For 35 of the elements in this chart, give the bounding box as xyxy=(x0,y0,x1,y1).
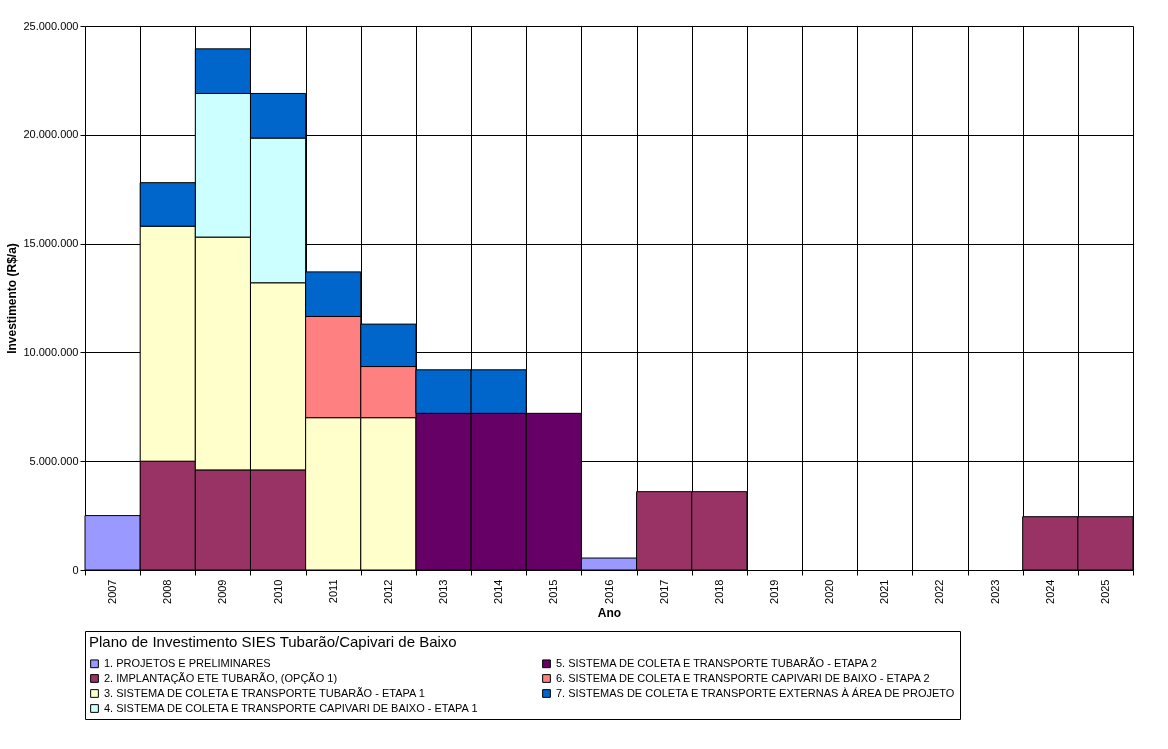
x-tick-label: 2025 xyxy=(1098,579,1111,604)
x-tick-label: 2021 xyxy=(878,579,891,604)
legend-label: 5. SISTEMA DE COLETA E TRANSPORTE TUBARÃO - ETAPA 2 xyxy=(556,656,877,669)
x-tick-label: 2020 xyxy=(823,579,836,604)
x-tick-label: 2008 xyxy=(161,579,174,604)
y-tick-label: 20.000.000 xyxy=(23,128,79,141)
x-tick-label: 2014 xyxy=(492,579,505,604)
y-tick-label: 25.000.000 xyxy=(23,19,79,32)
x-axis-title: Ano xyxy=(597,605,622,620)
legend-label: 6. SISTEMA DE COLETA E TRANSPORTE CAPIVARI DE BAIXO - ETAPA 2 xyxy=(556,671,930,684)
x-tick-label: 2024 xyxy=(1043,579,1056,604)
x-tick-label: 2009 xyxy=(216,579,229,604)
legend-label: 1. PROJETOS E PRELIMINARES xyxy=(104,656,271,669)
x-tick-label: 2016 xyxy=(602,579,615,604)
y-tick-label: 0 xyxy=(72,563,79,576)
text: Plano de Investimento SIES Tubarão/Capivari de Baixo xyxy=(89,633,457,650)
legend-label: 7. SISTEMAS DE COLETA E TRANSPORTE EXTERNAS À ÁREA DE PROJETO xyxy=(556,686,955,699)
x-tick-label: 2022 xyxy=(933,579,946,604)
x-tick-label: 2013 xyxy=(437,579,450,604)
y-tick-label: 10.000.000 xyxy=(23,345,79,358)
x-tick-label: 2017 xyxy=(657,579,670,604)
legend-label: 3. SISTEMA DE COLETA E TRANSPORTE TUBARÃO - ETAPA 1 xyxy=(104,686,425,699)
y-tick-label: 5.000.000 xyxy=(29,454,79,467)
x-tick-label: 2012 xyxy=(381,579,394,604)
x-tick-label: 2018 xyxy=(712,579,725,604)
x-tick-label: 2019 xyxy=(767,579,780,604)
y-axis-title: Investimento (R$/a) xyxy=(5,243,20,354)
x-tick-label: 2010 xyxy=(271,579,284,604)
x-tick-label: 2023 xyxy=(988,579,1001,604)
x-tick-label: 2015 xyxy=(547,579,560,604)
legend-label: 4. SISTEMA DE COLETA E TRANSPORTE CAPIVARI DE BAIXO - ETAPA 1 xyxy=(104,701,478,714)
legend-label: 2. IMPLANTAÇÃO ETE TUBARÃO, (OPÇÃO 1) xyxy=(104,671,338,684)
y-tick-label: 15.000.000 xyxy=(23,237,79,250)
x-tick-label: 2007 xyxy=(106,579,119,604)
x-tick-label: 2011 xyxy=(326,579,339,604)
